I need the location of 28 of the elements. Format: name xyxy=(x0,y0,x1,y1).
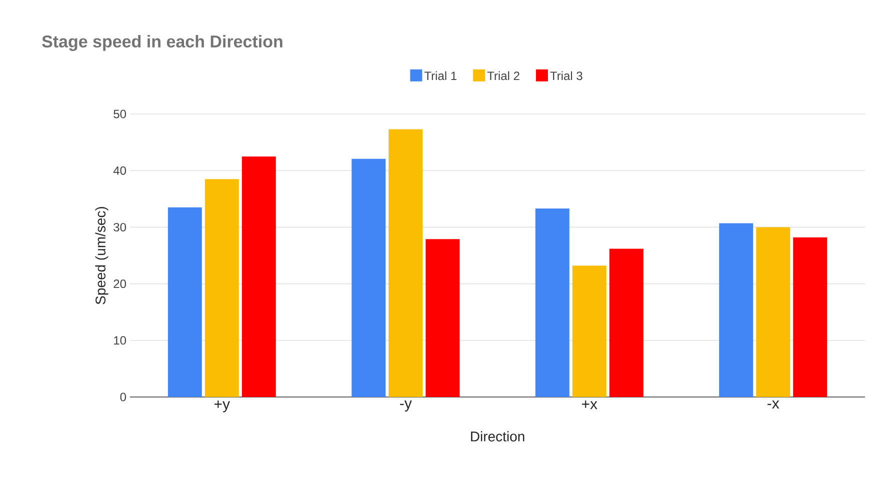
legend-label: Trial 1 xyxy=(424,71,456,80)
chart-title: Stage speed in each Direction xyxy=(42,35,282,51)
bar xyxy=(793,237,828,397)
y-tick-label: 0 xyxy=(120,392,126,402)
bar xyxy=(572,266,606,397)
bar xyxy=(168,207,202,397)
y-tick-label: 20 xyxy=(114,280,126,288)
bar xyxy=(352,158,386,397)
x-tick-label: +y xyxy=(214,400,230,412)
x-axis-title: Direction xyxy=(471,431,524,442)
legend-label: Trial 3 xyxy=(550,71,582,80)
bar xyxy=(719,223,754,397)
bar xyxy=(609,248,644,397)
bar xyxy=(535,208,570,397)
bar xyxy=(756,227,790,397)
bar xyxy=(242,156,276,397)
y-tick-label: 40 xyxy=(113,166,126,175)
y-tick-label: 50 xyxy=(114,110,126,118)
x-tick-label: +x xyxy=(582,400,598,410)
y-axis-title: Speed (um/sec) xyxy=(95,206,108,304)
x-tick-label: -y xyxy=(400,400,412,412)
bar xyxy=(388,129,423,397)
y-tick-label: 30 xyxy=(114,222,126,232)
bar xyxy=(426,239,460,397)
bar xyxy=(204,179,239,397)
legend-label: Trial 2 xyxy=(487,71,520,80)
x-tick-label: -x xyxy=(768,400,780,408)
y-tick-label: 10 xyxy=(114,336,126,345)
